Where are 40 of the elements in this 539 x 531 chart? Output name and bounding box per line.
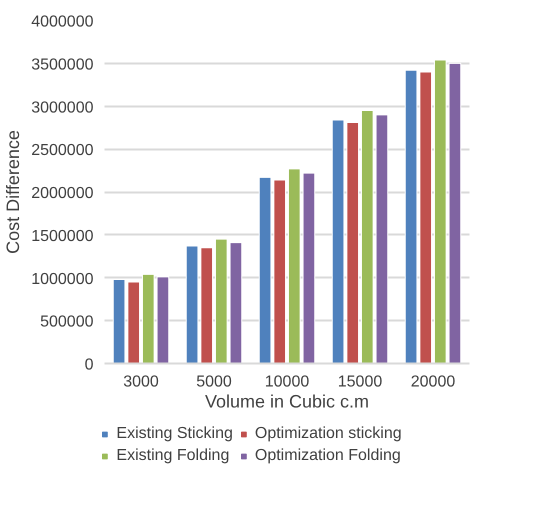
bar (448, 62, 462, 364)
bar (346, 122, 360, 364)
bar (214, 238, 228, 364)
bar (230, 242, 242, 364)
y-tick-label: 3500000 (31, 56, 94, 74)
bar (288, 168, 301, 364)
bar (186, 246, 198, 364)
bar (376, 114, 388, 364)
y-tick-label: 4000000 (31, 14, 94, 30)
bar (332, 119, 344, 364)
legend-label: Existing Sticking (116, 425, 233, 443)
y-tick-label: 2000000 (31, 185, 94, 202)
y-tick-label: 3000000 (31, 99, 94, 116)
y-tick-label: 1500000 (31, 228, 94, 245)
x-tick-label: 20000 (410, 374, 456, 390)
x-tick-label: 3000 (123, 374, 159, 390)
x-tick-label: 15000 (338, 374, 382, 390)
bar (200, 247, 214, 364)
bar (419, 71, 432, 364)
bar (404, 70, 418, 364)
bar (127, 282, 140, 364)
bar (112, 278, 126, 364)
y-axis-title: Cost Difference (3, 130, 24, 254)
legend-label: Existing Folding (116, 447, 230, 465)
y-tick-label: 0 (84, 356, 94, 374)
bar (360, 110, 374, 364)
x-axis-title: Volume in Cubic c.m (204, 392, 370, 412)
legend-label: Optimization sticking (254, 425, 402, 443)
legend-label: Optimization Folding (254, 447, 401, 465)
bar (434, 59, 447, 364)
bar (273, 179, 286, 364)
y-tick-label: 500000 (40, 314, 94, 331)
x-tick-label: 5000 (196, 374, 232, 390)
bar (302, 172, 316, 364)
y-tick-label: 1000000 (31, 270, 94, 288)
y-tick-label: 2500000 (31, 142, 94, 160)
bar (142, 274, 155, 364)
bar (258, 176, 272, 364)
x-tick-label: 10000 (264, 374, 310, 390)
bar (156, 276, 170, 364)
